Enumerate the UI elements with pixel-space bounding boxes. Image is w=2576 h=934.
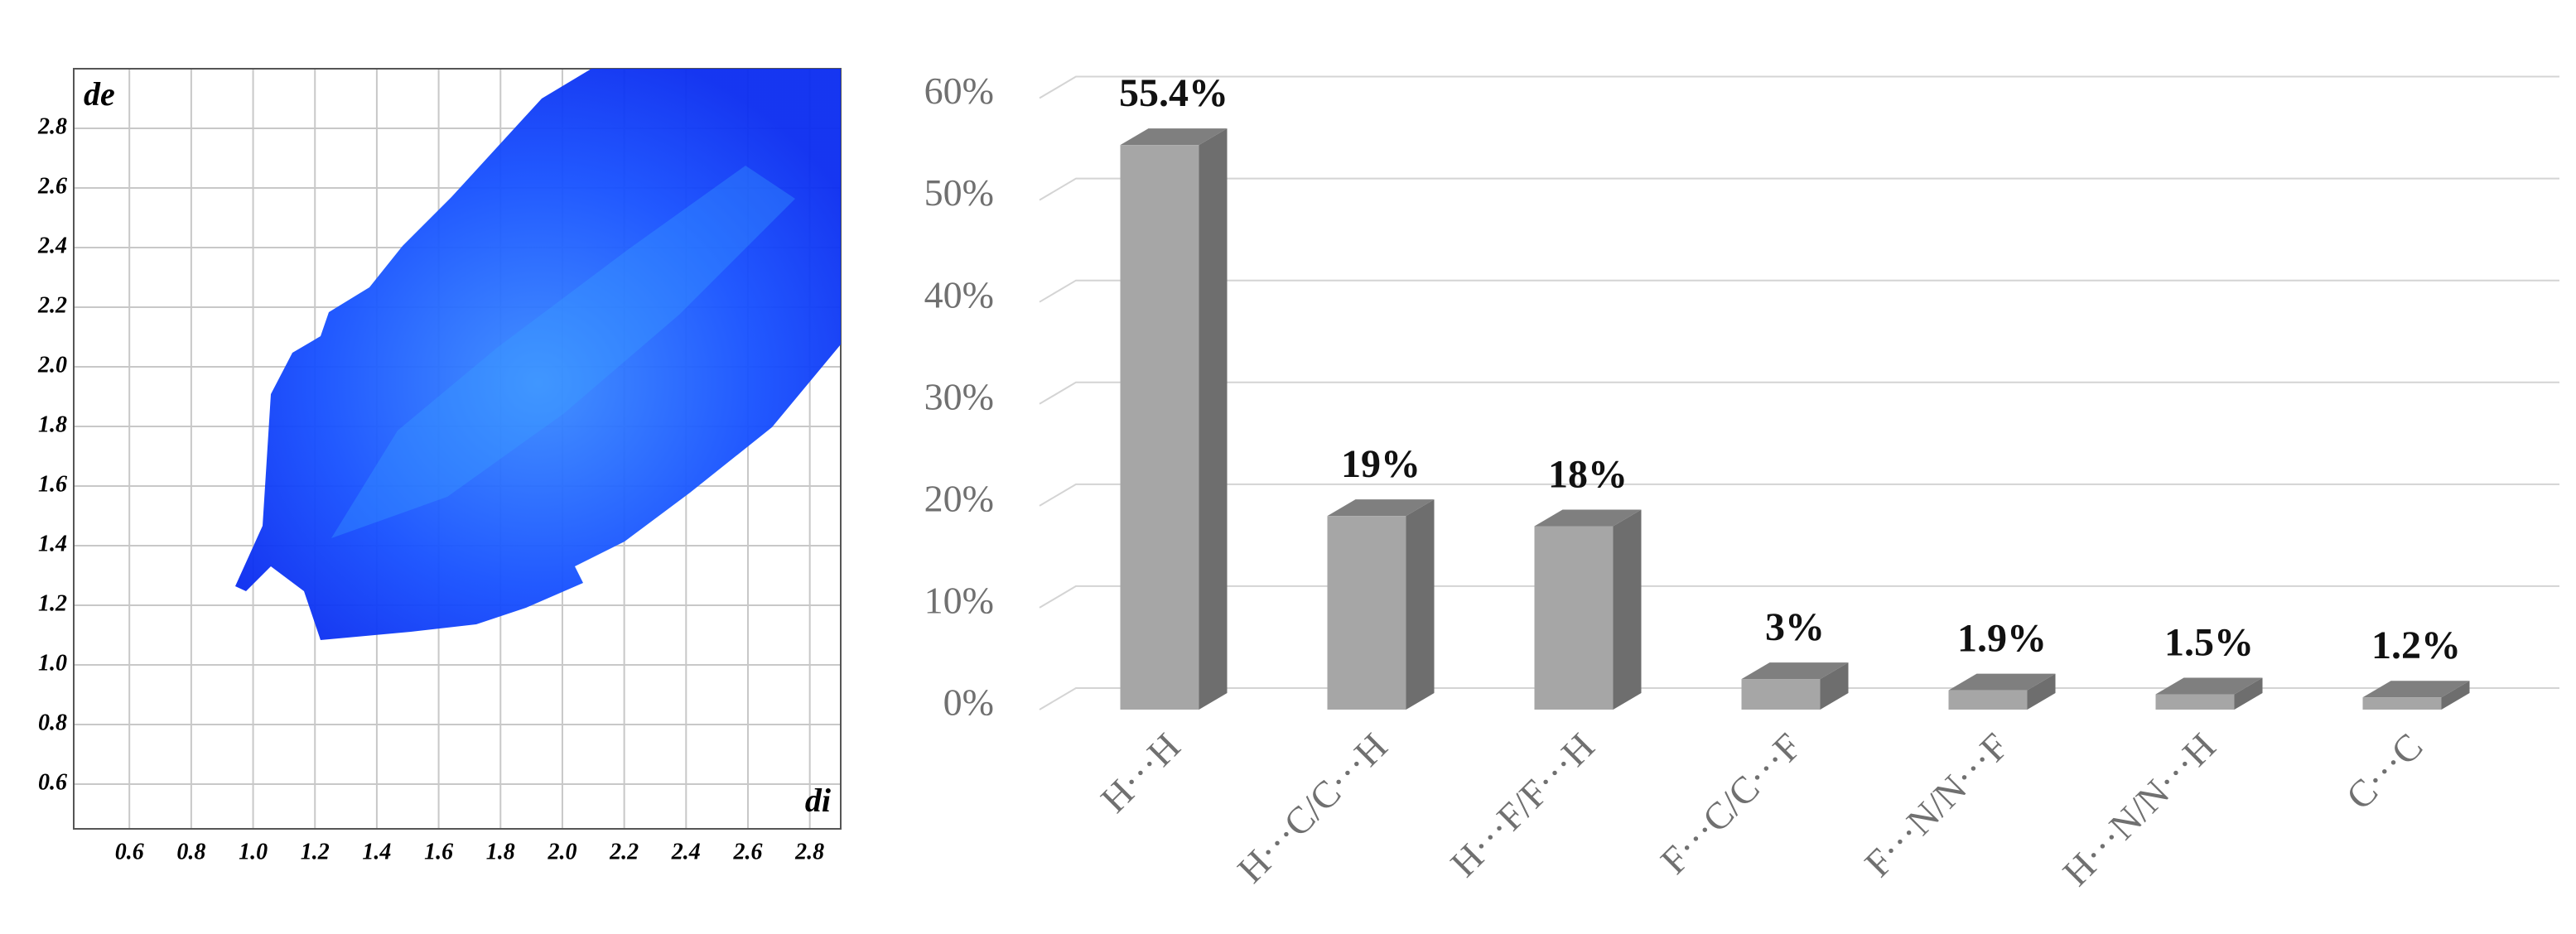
bar-side [2441,681,2470,710]
y-tick-label: 2.8 [37,113,67,139]
y-tick-label: 1.8 [38,412,67,437]
grid-line [1039,75,2559,99]
value-label: 18% [1548,452,1628,496]
bar-chart: 0% 10% 20% 30% 40% 50% 60% 55.4% H···H 19% H···C/C… [924,70,2559,894]
y-tick-label: 40% [924,273,994,315]
y-tick-label: 1.2 [38,590,67,616]
y-tick-label: 2.4 [37,233,67,258]
y-tick-label: 2.0 [37,352,67,378]
bar [1534,526,1614,710]
x-tick-label: 1.6 [424,839,453,864]
x-axis-label: di [805,782,831,819]
bar [1120,145,1199,710]
x-tick-label: H···N/N···H [2054,725,2223,893]
x-tick-label: 0.8 [176,839,205,864]
x-tick-label: 2.0 [547,839,576,864]
value-label: 1.9% [1957,617,2047,661]
x-tick-label: 1.0 [239,839,268,864]
value-label: 19% [1341,442,1421,486]
value-label: 55.4% [1119,71,1228,115]
x-tick-label: F···C/C···F [1652,725,1810,882]
bar-side [1406,499,1435,710]
x-tick-label: H···F/F···H [1442,725,1602,884]
value-label: 3% [1765,605,1825,649]
y-tick-label: 1.4 [38,531,67,556]
bar-top [1120,128,1228,146]
x-tick-label: H···C/C···H [1229,725,1395,890]
plot-frame [73,68,842,830]
y-tick-label: 60% [924,70,994,112]
y-tick-label: 0% [943,681,994,724]
cloud-core [331,166,795,538]
x-tick-label: 2.4 [671,839,701,864]
cloud [235,69,841,640]
bar-top [1327,499,1435,517]
y-tick-label: 0.6 [38,769,67,795]
bar [1741,679,1821,710]
x-tick-label: 2.6 [732,839,762,864]
bar [1327,516,1406,710]
x-tick-label: 2.2 [609,839,639,864]
y-tick-label: 1.6 [38,471,67,497]
y-axis-label: de [84,75,115,113]
bar-top [1948,673,2056,691]
bar-side [1820,662,1849,710]
x-tick-label: 1.8 [486,839,515,864]
value-label: 1.5% [2164,621,2254,665]
bar-side [2027,673,2056,710]
y-tick-label: 1.0 [38,650,67,676]
grid-line [1039,381,2559,405]
grid-line [1039,279,2559,303]
bar-side [1199,128,1228,710]
x-tick-label: F···N/N···F [1856,725,2016,884]
bar-side [1613,509,1642,710]
bar-side [2234,677,2263,710]
fingerprint-cloud [235,69,841,640]
x-tick-label: H···H [1093,725,1189,821]
x-tick-label: C···C [2338,725,2431,817]
bar-top [1534,509,1642,527]
bar-top [1741,662,1849,680]
bar-top [2362,681,2470,698]
x-tick-label: 1.4 [362,839,391,864]
x-tick-label: 0.6 [115,839,144,864]
x-tick-label: 2.8 [794,839,824,864]
x-tick-label: 1.2 [301,839,330,864]
y-tick-label: 0.8 [38,710,67,735]
y-tick-label: 20% [924,477,994,519]
y-tick-label: 10% [924,579,994,621]
y-tick-label: 2.6 [37,173,67,199]
grid-line [1039,585,2559,609]
value-label: 1.2% [2371,623,2461,667]
y-tick-label: 2.2 [37,292,67,318]
y-tick-label: 50% [924,171,994,214]
bar [1948,690,2028,710]
bar [2362,697,2442,710]
grid-line [1039,483,2559,507]
y-tick-label: 30% [924,375,994,417]
bar-top [2155,677,2263,695]
bar [2155,694,2235,710]
grid-line [1039,687,2559,710]
grid-line [1039,177,2559,201]
